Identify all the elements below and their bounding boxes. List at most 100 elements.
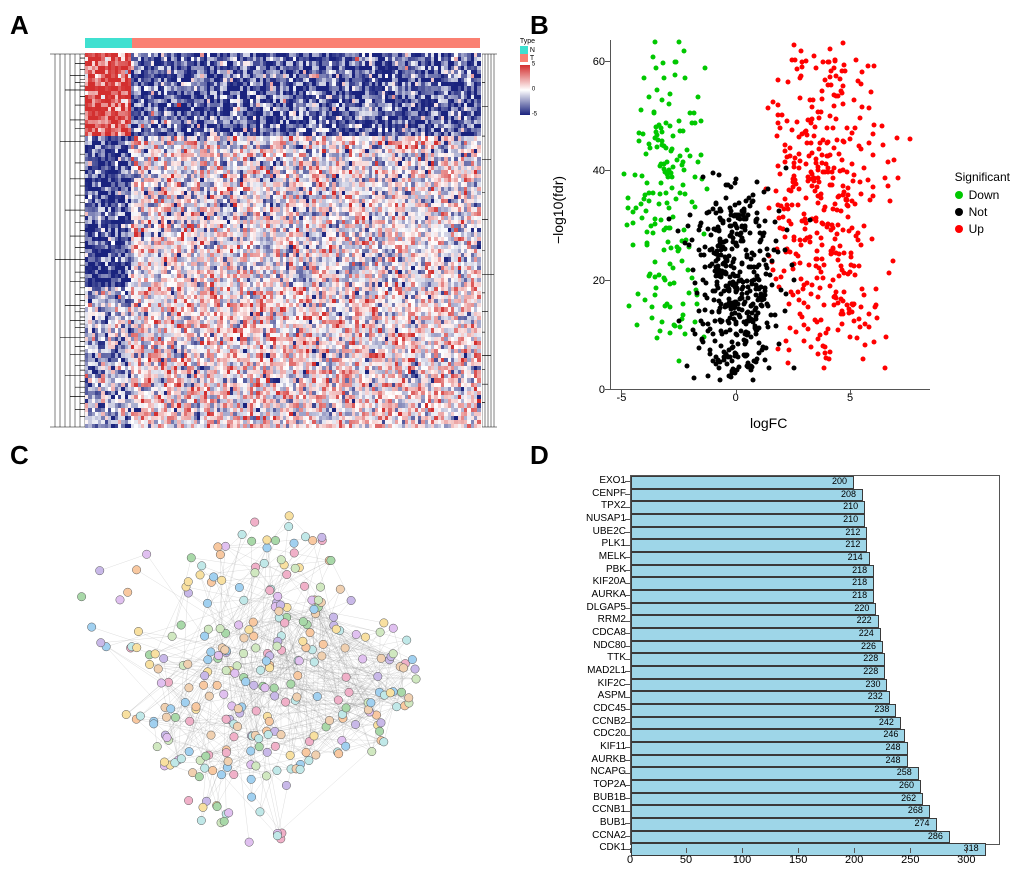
volcano-point: [644, 243, 649, 248]
volcano-point: [769, 258, 774, 263]
volcano-point: [688, 154, 693, 159]
volcano-point: [702, 265, 707, 270]
volcano-point: [858, 180, 863, 185]
volcano-point: [749, 364, 754, 369]
bar-value-label: 260: [899, 780, 914, 792]
bar-xtick: 250: [901, 854, 919, 866]
volcano-point: [722, 261, 727, 266]
volcano-point: [740, 292, 745, 297]
volcano-point: [805, 327, 810, 332]
volcano-point: [841, 251, 846, 256]
volcano-point: [813, 161, 818, 166]
bar-value-label: 226: [861, 641, 876, 653]
volcano-point: [654, 145, 659, 150]
bar-value-label: 218: [852, 565, 867, 577]
volcano-point: [699, 152, 704, 157]
bar-ylabel: CCNB2: [564, 716, 630, 729]
volcano-point: [814, 231, 819, 236]
bar-value-label: 258: [897, 767, 912, 779]
bar-rect: [631, 514, 865, 527]
volcano-point: [769, 283, 774, 288]
bar-row: 286: [631, 831, 999, 844]
volcano-point: [655, 87, 660, 92]
panel-a: A Type NT 5 0 -5: [10, 10, 530, 440]
volcano-point: [764, 345, 769, 350]
volcano-point: [827, 75, 832, 80]
volcano-point: [852, 98, 857, 103]
bar-rect: [631, 767, 919, 780]
volcano-point: [639, 107, 644, 112]
bar-row: 258: [631, 767, 999, 780]
volcano-point: [819, 221, 824, 226]
volcano-point: [729, 346, 734, 351]
volcano-point: [686, 224, 691, 229]
volcano-point: [714, 202, 719, 207]
bar-rect: [631, 742, 908, 755]
bar-value-label: 242: [879, 717, 894, 729]
volcano-point: [647, 191, 652, 196]
volcano-point: [798, 261, 803, 266]
volcano-point: [774, 277, 779, 282]
volcano-point: [841, 168, 846, 173]
bar-value-label: 248: [886, 742, 901, 754]
volcano-point: [824, 356, 829, 361]
volcano-point: [709, 309, 714, 314]
volcano-point: [797, 312, 802, 317]
bar-rect: [631, 615, 879, 628]
volcano-point: [794, 119, 799, 124]
volcano-plot: −log10(fdr) logFC 0204060 -505 Significa…: [550, 30, 1010, 430]
bar-rect: [631, 489, 863, 502]
volcano-point: [792, 238, 797, 243]
bar-value-label: 214: [848, 552, 863, 564]
volcano-point: [741, 216, 746, 221]
volcano-point: [805, 305, 810, 310]
bar-rect: [631, 805, 930, 818]
volcano-point: [697, 247, 702, 252]
volcano-point: [818, 140, 823, 145]
volcano-point: [661, 75, 666, 80]
volcano-point: [668, 91, 673, 96]
volcano-point: [681, 167, 686, 172]
volcano-point: [789, 290, 794, 295]
volcano-point: [820, 97, 825, 102]
volcano-point: [789, 188, 794, 193]
column-group-N: [85, 38, 132, 48]
volcano-point: [642, 76, 647, 81]
volcano-point: [669, 146, 674, 151]
volcano-point: [846, 311, 851, 316]
volcano-point: [699, 336, 704, 341]
volcano-point: [725, 354, 730, 359]
volcano-point: [708, 263, 713, 268]
volcano-point: [761, 190, 766, 195]
volcano-point: [753, 218, 758, 223]
volcano-point: [657, 164, 662, 169]
volcano-point: [739, 261, 744, 266]
bar-ylabel: DLGAP5: [564, 602, 630, 615]
volcano-point: [665, 240, 670, 245]
volcano-point: [715, 283, 720, 288]
volcano-point: [886, 159, 891, 164]
volcano-point: [631, 243, 636, 248]
volcano-point: [682, 228, 687, 233]
volcano-point: [830, 277, 835, 282]
volcano-point: [831, 103, 836, 108]
volcano-point: [809, 140, 814, 145]
volcano-point: [767, 366, 772, 371]
volcano-point: [786, 360, 791, 365]
bar-xtick: 300: [957, 854, 975, 866]
volcano-point: [808, 234, 813, 239]
volcano-point: [763, 263, 768, 268]
bar-ylabel: MELK: [564, 551, 630, 564]
volcano-point: [825, 169, 830, 174]
volcano-point: [789, 128, 794, 133]
volcano-point: [675, 229, 680, 234]
volcano-point: [819, 269, 824, 274]
bar-value-label: 228: [863, 666, 878, 678]
volcano-point: [815, 249, 820, 254]
bar-rect: [631, 501, 865, 514]
volcano-point: [765, 252, 770, 257]
volcano-point: [887, 271, 892, 276]
volcano-point: [862, 166, 867, 171]
volcano-point: [806, 179, 811, 184]
heatmap-gradient: 5 0 -5: [520, 65, 530, 115]
